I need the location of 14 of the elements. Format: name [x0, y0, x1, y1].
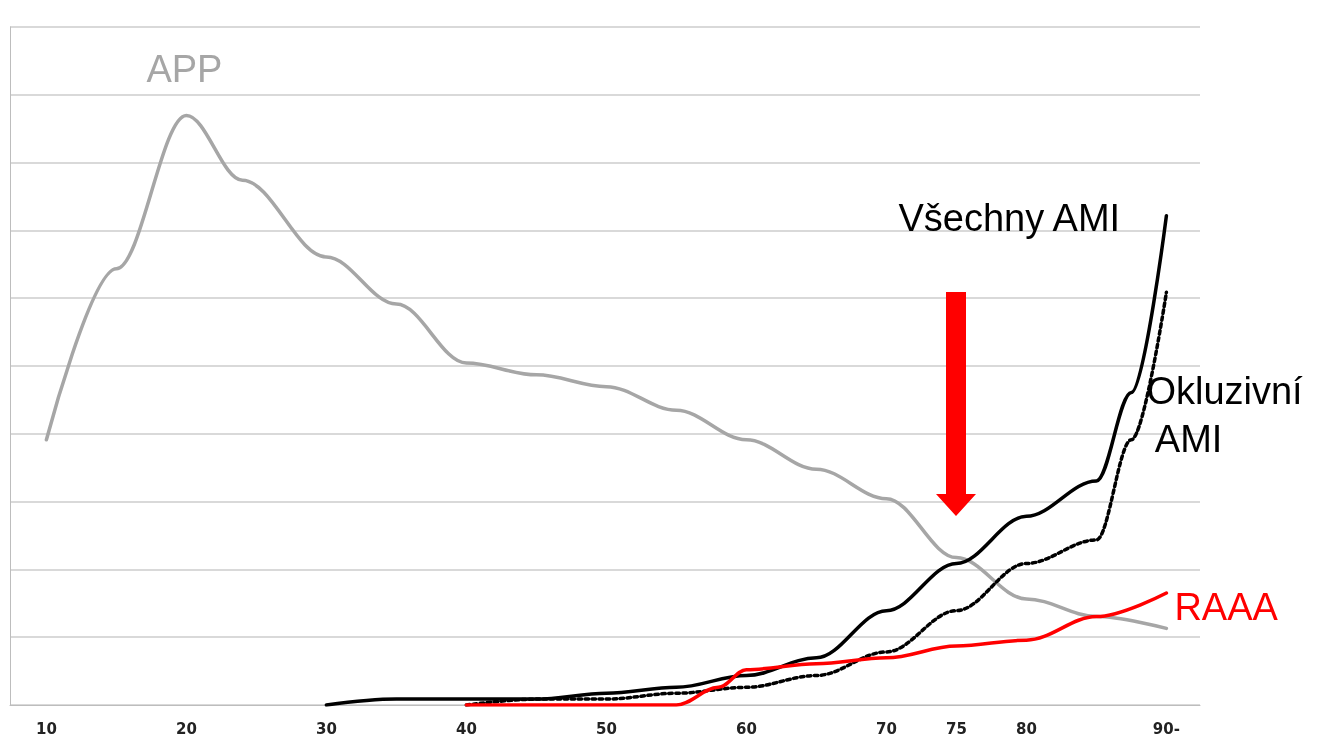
x-tick-label: 10 [35, 719, 57, 738]
x-tick-label: 40 [455, 719, 477, 738]
series-label: Okluzivní AMI [1146, 370, 1304, 461]
x-tick-label: 60 [735, 719, 757, 738]
series-label: RAAA [1174, 585, 1279, 628]
x-tick-label: 70 [875, 719, 897, 738]
series-label: APP [146, 48, 223, 91]
x-tick-label: 30 [315, 719, 337, 738]
x-tick-label: 90- [1152, 719, 1180, 738]
x-tick-label: 75 [945, 719, 967, 738]
series-label: Všechny AMI [898, 196, 1121, 239]
x-tick-label: 50 [595, 719, 617, 738]
x-tick-label: 80 [1015, 719, 1037, 738]
x-tick-label: 20 [175, 719, 197, 738]
